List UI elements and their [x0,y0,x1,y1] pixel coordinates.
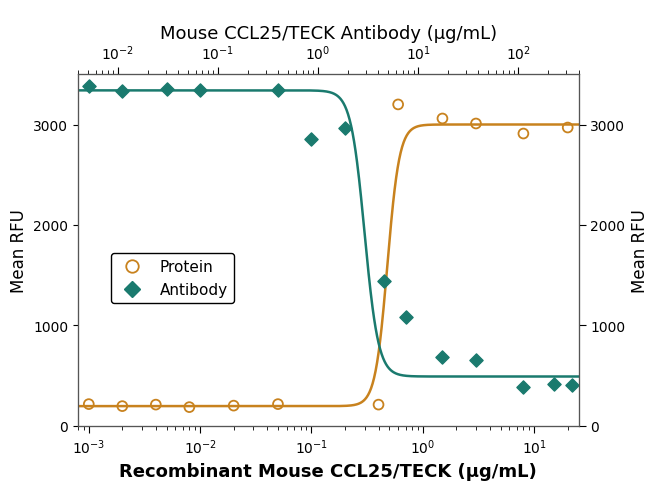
Point [228,402,239,410]
Point [306,135,317,143]
Point [117,402,127,410]
Point [273,87,283,95]
Point [562,124,573,132]
Point [567,381,577,389]
Point [273,400,283,408]
Point [437,115,448,123]
Point [437,354,448,362]
Point [549,380,559,388]
Point [400,314,411,322]
Point [195,87,205,95]
Point [379,278,389,286]
Point [471,357,481,365]
X-axis label: Recombinant Mouse CCL25/TECK (μg/mL): Recombinant Mouse CCL25/TECK (μg/mL) [120,462,537,479]
Point [518,383,528,391]
Point [471,120,481,128]
Point [340,124,350,132]
Point [84,400,94,408]
Y-axis label: Mean RFU: Mean RFU [631,208,649,293]
Y-axis label: Mean RFU: Mean RFU [10,208,27,293]
Point [161,86,172,94]
Point [84,83,94,91]
Point [518,130,528,138]
Point [151,401,161,409]
Point [373,401,384,409]
Point [184,403,194,411]
Point [117,88,127,96]
Legend: Protein, Antibody: Protein, Antibody [111,254,234,304]
X-axis label: Mouse CCL25/TECK Antibody (μg/mL): Mouse CCL25/TECK Antibody (μg/mL) [160,25,497,43]
Point [393,101,404,109]
